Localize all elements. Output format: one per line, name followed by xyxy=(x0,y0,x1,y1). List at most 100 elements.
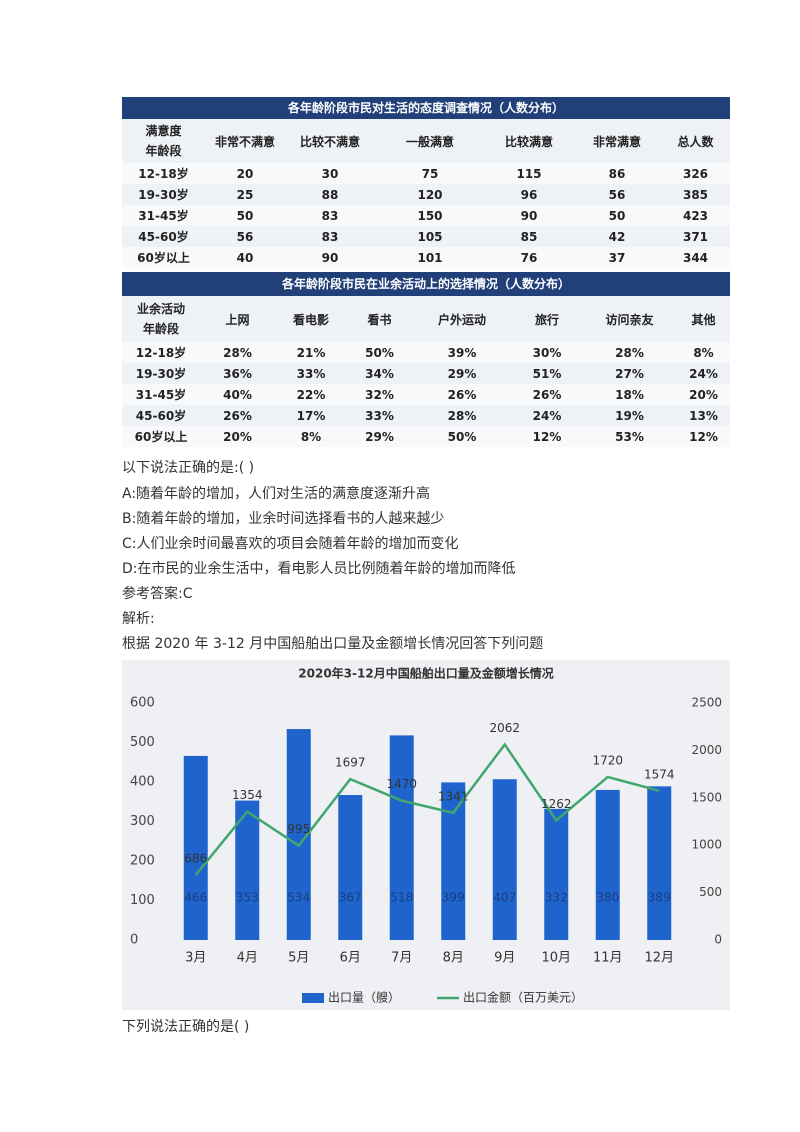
table-cell: 37 xyxy=(608,250,626,265)
bar-label: 407 xyxy=(493,891,516,905)
table-cell: 75 xyxy=(421,166,439,181)
table-cell: 371 xyxy=(682,229,709,244)
table-cell: 20% xyxy=(689,387,718,402)
y-tick-label: 100 xyxy=(130,893,155,908)
column-header: 看书 xyxy=(367,312,392,327)
table-cell: 101 xyxy=(417,250,443,265)
column-header: 非常不满意 xyxy=(214,134,275,149)
x-tick-label: 4月 xyxy=(237,951,258,966)
bar xyxy=(389,735,414,940)
line xyxy=(194,742,660,876)
column-header: 访问亲友 xyxy=(605,312,654,327)
table-cell: 86 xyxy=(608,166,626,181)
y2-tick-label: 1500 xyxy=(691,790,722,804)
chart-title: 2020年3-12月中国船舶出口量及金额增长情况 xyxy=(298,666,553,681)
table-cell: 8% xyxy=(300,429,322,444)
bar xyxy=(544,808,569,940)
line-label: 1697 xyxy=(335,756,366,770)
corner-cell: 满意度 年龄段 xyxy=(122,119,205,163)
table-cell: 17% xyxy=(296,408,326,423)
column-header: 一般满意 xyxy=(405,134,454,149)
legend-swatch xyxy=(302,993,324,1003)
table-cell: 40 xyxy=(236,250,254,265)
table-row: 12-18岁 28% 21% 50% 39% 30% 28% 8% xyxy=(122,342,730,363)
table-cell: 28% xyxy=(615,345,644,360)
x-tick-label: 10月 xyxy=(541,951,571,966)
line-label: 1262 xyxy=(541,797,572,811)
legend-label: 出口量（艘） xyxy=(328,990,400,1005)
table-cell: 26% xyxy=(532,387,562,402)
row-label: 60岁以上 xyxy=(134,430,188,444)
corner-cell: 业余活动 年龄段 xyxy=(122,296,200,342)
y-tick-label: 300 xyxy=(130,814,155,829)
table-cell: 34% xyxy=(365,366,394,381)
table-cell: 150 xyxy=(417,208,443,223)
corner-label: 年龄段 xyxy=(142,322,179,336)
table-row: 45-60岁 26% 17% 33% 28% 24% 19% 13% xyxy=(122,405,730,426)
header-row: 业余活动 年龄段 上网 看电影 看书 户外运动 旅行 访问亲友 其他 xyxy=(122,296,730,342)
y2-tick-label: 500 xyxy=(699,885,722,899)
table-cell: 56 xyxy=(608,187,626,202)
table-cell: 115 xyxy=(516,166,542,181)
table-row: 19-30岁 25 88 120 96 56 385 xyxy=(122,184,730,205)
y-tick-label: 500 xyxy=(130,735,155,750)
table-cell: 76 xyxy=(520,250,538,265)
table-cell: 50% xyxy=(447,429,477,444)
y-tick-label: 600 xyxy=(130,696,155,711)
table-cell: 33% xyxy=(365,408,394,423)
table-cell: 24% xyxy=(532,408,562,423)
table-cell: 90 xyxy=(520,208,538,223)
row-label: 19-30岁 xyxy=(135,367,187,381)
y2-tick-label: 0 xyxy=(714,933,722,947)
table-cell: 13% xyxy=(689,408,718,423)
table-cell: 28% xyxy=(447,408,477,423)
line-label: 1354 xyxy=(232,788,263,802)
question: 以下说法正确的是:( ) xyxy=(122,460,255,476)
bar-label: 353 xyxy=(236,891,259,905)
table-cell: 50 xyxy=(236,208,254,223)
row-label: 19-30岁 xyxy=(138,188,189,202)
table-cell: 12% xyxy=(689,429,718,444)
y2-tick-label: 2500 xyxy=(691,696,722,710)
header-row: 满意度 年龄段 非常不满意 比较不满意 一般满意 比较满意 非常满意 总人数 xyxy=(122,119,730,163)
table-cell: 12% xyxy=(532,429,562,444)
bar-label: 534 xyxy=(287,891,310,905)
x-tick-label: 12月 xyxy=(644,951,674,966)
x-tick-label: 3月 xyxy=(185,951,206,966)
bar xyxy=(183,755,208,940)
table-cell: 40% xyxy=(223,387,252,402)
table-cell: 53% xyxy=(615,429,644,444)
table-cell: 29% xyxy=(447,366,477,381)
column-header: 总人数 xyxy=(677,134,714,149)
column-header: 旅行 xyxy=(534,312,559,327)
bar xyxy=(492,779,517,940)
table: 各年龄阶段市民对生活的态度调查情况（人数分布） 满意度 年龄段 非常不满意 比较不满意一… xyxy=(122,97,730,268)
table-cell: 8% xyxy=(693,345,714,360)
table-cell: 32% xyxy=(365,387,394,402)
table-cell: 25 xyxy=(236,187,254,202)
answer: 参考答案:C xyxy=(122,586,193,602)
table-cell: 36% xyxy=(223,366,252,381)
row-label: 12-18岁 xyxy=(138,167,189,181)
table-cell: 29% xyxy=(365,429,394,444)
table-cell: 33% xyxy=(296,366,326,381)
table-cell: 42 xyxy=(608,229,626,244)
table-cell: 30% xyxy=(532,345,562,360)
question: 下列说法正确的是( ) xyxy=(122,1019,250,1035)
column-header: 户外运动 xyxy=(437,312,486,327)
bar xyxy=(338,795,363,940)
bar-label: 518 xyxy=(390,891,413,905)
table-row: 12-18岁 20 30 75 115 86 326 xyxy=(122,163,730,184)
table-title: 各年龄阶段市民对生活的态度调查情况（人数分布） xyxy=(122,97,730,119)
table-cell: 30 xyxy=(321,166,339,181)
line-label: 1574 xyxy=(644,767,675,781)
line-label: 995 xyxy=(287,822,310,836)
table-cell: 326 xyxy=(682,166,709,181)
bar-label: 380 xyxy=(596,891,619,905)
column-header: 比较满意 xyxy=(504,134,553,149)
x-tick-label: 7月 xyxy=(391,951,412,966)
corner-label: 年龄段 xyxy=(145,144,182,158)
table-cell: 85 xyxy=(520,229,538,244)
table: 各年龄阶段市民在业余活动上的选择情况（人数分布） 业余活动 年龄段 上网 看电影 看书 户外… xyxy=(122,272,730,447)
